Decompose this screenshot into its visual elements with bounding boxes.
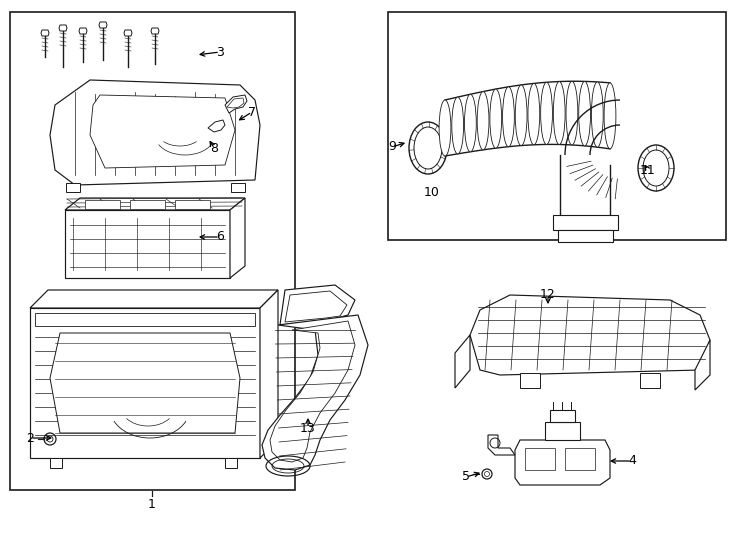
Polygon shape — [285, 291, 347, 322]
Polygon shape — [79, 28, 87, 34]
Text: 7: 7 — [248, 105, 256, 118]
Bar — [525, 448, 555, 470]
Polygon shape — [455, 335, 470, 388]
Polygon shape — [280, 285, 355, 325]
Polygon shape — [230, 198, 245, 278]
Polygon shape — [208, 120, 225, 132]
Polygon shape — [90, 95, 235, 168]
Polygon shape — [35, 313, 255, 326]
Polygon shape — [65, 198, 245, 210]
Bar — [30, 308, 260, 458]
Ellipse shape — [566, 81, 578, 145]
Text: 11: 11 — [640, 164, 656, 177]
Polygon shape — [151, 28, 159, 34]
Polygon shape — [124, 30, 132, 36]
Bar — [175, 200, 210, 209]
Bar — [65, 210, 230, 278]
Polygon shape — [558, 230, 613, 242]
Polygon shape — [515, 440, 610, 485]
Ellipse shape — [553, 82, 565, 145]
Polygon shape — [488, 435, 515, 455]
Polygon shape — [50, 458, 62, 468]
Polygon shape — [470, 295, 710, 375]
Polygon shape — [545, 422, 580, 440]
Text: 4: 4 — [628, 455, 636, 468]
Text: 2: 2 — [26, 431, 34, 444]
Polygon shape — [225, 95, 247, 113]
Bar — [565, 448, 595, 470]
Polygon shape — [99, 22, 107, 28]
Bar — [10, 12, 295, 490]
Polygon shape — [231, 183, 245, 192]
Ellipse shape — [578, 82, 591, 146]
Polygon shape — [550, 410, 575, 422]
Bar — [388, 12, 726, 240]
Polygon shape — [41, 30, 49, 36]
Bar — [85, 200, 120, 209]
Text: 6: 6 — [216, 231, 224, 244]
Polygon shape — [50, 80, 260, 185]
Ellipse shape — [465, 94, 476, 152]
Ellipse shape — [452, 97, 464, 154]
Text: 9: 9 — [388, 140, 396, 153]
Text: 10: 10 — [424, 186, 440, 199]
Polygon shape — [260, 290, 278, 458]
Polygon shape — [640, 373, 660, 388]
Ellipse shape — [604, 83, 616, 149]
Polygon shape — [30, 290, 278, 308]
Ellipse shape — [528, 83, 539, 145]
Ellipse shape — [439, 100, 451, 156]
Ellipse shape — [592, 82, 603, 147]
Text: 1: 1 — [148, 497, 156, 510]
Bar — [130, 200, 165, 209]
Polygon shape — [225, 458, 237, 468]
Text: 8: 8 — [210, 141, 218, 154]
Text: 12: 12 — [540, 288, 556, 301]
Polygon shape — [270, 321, 355, 462]
Polygon shape — [520, 373, 540, 388]
Polygon shape — [695, 340, 710, 390]
Text: 13: 13 — [300, 422, 316, 435]
Ellipse shape — [490, 89, 501, 148]
Polygon shape — [66, 183, 80, 192]
Ellipse shape — [515, 85, 527, 146]
Ellipse shape — [503, 87, 515, 147]
Ellipse shape — [541, 82, 553, 144]
Polygon shape — [227, 98, 244, 108]
Polygon shape — [50, 333, 240, 433]
Ellipse shape — [477, 92, 489, 150]
Text: 3: 3 — [216, 45, 224, 58]
Polygon shape — [59, 25, 67, 31]
Text: 5: 5 — [462, 470, 470, 483]
Polygon shape — [553, 215, 618, 230]
Polygon shape — [262, 315, 368, 470]
